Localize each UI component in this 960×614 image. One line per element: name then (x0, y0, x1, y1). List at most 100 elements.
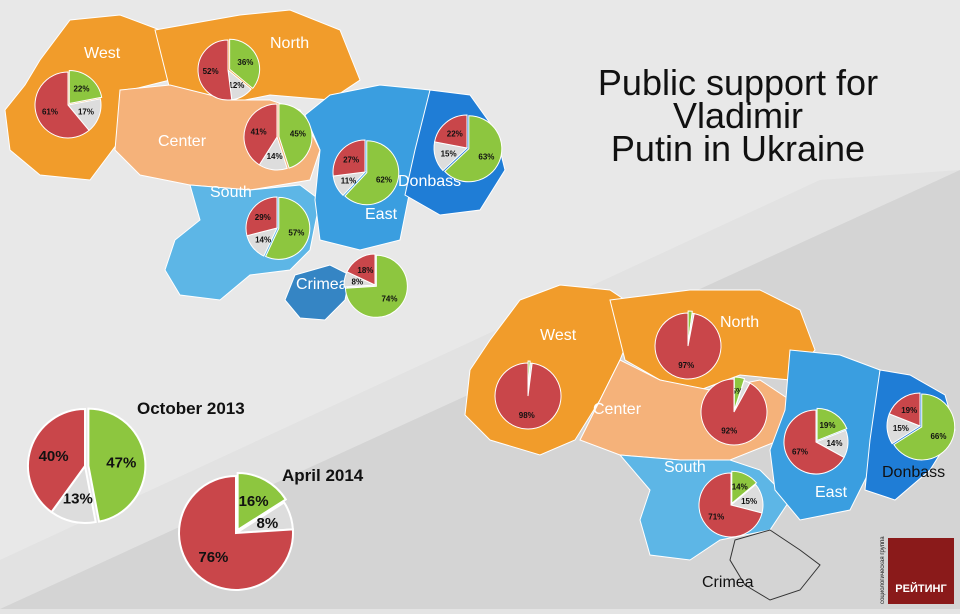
map-label-crimea-2013: Crimea (296, 276, 348, 293)
pie-label-support: 63% (478, 152, 494, 161)
pie-slice-support (87, 407, 147, 523)
pie-label-support: 47% (106, 455, 136, 472)
pie-label-undecided: 14% (255, 236, 271, 245)
pie-label-undecided: 15% (441, 149, 457, 158)
pie-label-undecided: 8% (257, 515, 279, 532)
chart-title: Public support for Vladimir Putin in Ukr… (598, 62, 878, 169)
pie-label-undecided: 14% (267, 152, 283, 161)
pie-2013-east: 62% 11% 27% (332, 139, 400, 206)
pie-2014-west: 98% (494, 360, 562, 430)
pie-label-undecided: 15% (741, 497, 757, 506)
pie-slice-support (229, 38, 261, 90)
pie-slice-support (444, 115, 503, 183)
pie-slice-oppose (698, 472, 763, 538)
pie-slice-support (893, 393, 956, 461)
pie-label-undecided: 11% (341, 176, 357, 185)
map-label-north-2014: North (720, 314, 759, 331)
pie-2014-donbass: 66% 15% 19% (886, 392, 956, 461)
pie-2013-center: 45% 14% 41% (243, 103, 313, 171)
pie-label-oppose: 22% (447, 129, 463, 138)
pie-label-support: 66% (930, 432, 946, 441)
map-label-west-2013: West (84, 45, 121, 62)
pie-slice-oppose (433, 114, 468, 149)
pie-label-oppose: 27% (343, 156, 359, 165)
pie-label-undecided: 15% (893, 424, 909, 433)
pie-label-undecided: 12% (228, 81, 244, 90)
pie-slice-support (68, 69, 103, 105)
pie-label-oppose: 67% (792, 447, 808, 456)
pie-label-oppose: 29% (255, 213, 271, 222)
pie-label-oppose: 40% (39, 448, 69, 465)
map-label-donbass-2014: Donbass (882, 464, 945, 481)
pie-2013-south: 57% 14% 29% (245, 196, 311, 260)
pie-label-support: 36% (237, 58, 253, 67)
pie-slice-support (278, 103, 313, 169)
pie-slice-oppose (197, 39, 233, 101)
pie-slice-oppose (34, 71, 90, 139)
map-label-donbass-2013: Donbass (398, 173, 461, 190)
pie-label-undecided: 13% (63, 490, 93, 507)
pie-label-oppose: 52% (203, 67, 219, 76)
pie-slice-oppose (494, 362, 562, 430)
pie-slice-support (344, 140, 400, 206)
pie-label-oppose: 61% (42, 108, 58, 117)
pie-slice-support (236, 472, 288, 532)
pie-slice-oppose (178, 474, 294, 591)
pie-slice-oppose (332, 139, 366, 177)
pie-label-undecided: 17% (78, 108, 94, 117)
pie-2013-crimea: 74% 8% 18% (343, 253, 408, 318)
pie-2013-donbass: 63% 15% 22% (433, 114, 503, 183)
map-label-south-2014: South (664, 459, 706, 476)
pie-label-support: 57% (288, 228, 304, 237)
pie-2014-south: 14% 15% 71% (698, 470, 764, 538)
map-label-north-2013: North (270, 35, 309, 52)
pie-label-support: 45% (290, 130, 306, 139)
map-label-east-2014: East (815, 484, 848, 501)
pie-label-oppose: 98% (519, 411, 535, 420)
map-label-south-2013: South (210, 184, 252, 201)
pie-label-oppose: 19% (901, 406, 917, 415)
pie-2013-west: 22% 17% 61% (34, 69, 103, 139)
pie-label-undecided: 14% (826, 439, 842, 448)
title-line-2: Vladimir (673, 95, 803, 136)
pie-slice-oppose (888, 392, 921, 427)
region-crimea-2014 (729, 529, 821, 601)
legend-title-apr-2014: April 2014 (282, 466, 364, 485)
logo: РЕЙТИНГ социологическая группа (880, 536, 954, 604)
pie-slice-oppose (245, 196, 278, 237)
pie-2013-national: 47% 13% 40% (27, 407, 147, 524)
pie-label-support: 16% (239, 493, 269, 510)
logo-side-text: социологическая группа (880, 536, 886, 604)
pie-label-support: 14% (732, 483, 748, 492)
pie-2013-north: 36% 12% 52% (197, 38, 261, 101)
pie-label-oppose: 92% (721, 427, 737, 436)
pie-2014-national: 16% 8% 76% (178, 472, 294, 591)
pie-slice-oppose (243, 103, 278, 166)
logo-box (888, 538, 954, 604)
legend-title-oct-2013: October 2013 (137, 399, 245, 418)
pie-label-support: 5% (732, 387, 744, 396)
pie-slice-support (344, 254, 408, 318)
map-label-center-2014: Center (593, 401, 642, 418)
pie-slice-oppose (654, 312, 722, 380)
map-label-west-2014: West (540, 327, 577, 344)
region-crimea-2013 (284, 264, 351, 321)
pie-label-oppose: 18% (357, 266, 373, 275)
pie-slice-oppose (346, 253, 376, 286)
map-label-east-2013: East (365, 206, 398, 223)
pie-label-undecided: 8% (352, 278, 364, 287)
pie-slice-support (731, 470, 758, 505)
pie-slice-oppose (783, 409, 845, 475)
pie-slice-support (816, 407, 848, 442)
pie-charts: 22% 17% 61% 36% 12% 52% 45% 14% 41% 57% 14% 29% 62% 1… (27, 38, 956, 591)
map-label-center-2013: Center (158, 133, 207, 150)
pie-label-oppose: 76% (198, 549, 228, 566)
title-line-1: Public support for (598, 62, 878, 103)
pie-label-support: 19% (819, 421, 835, 430)
pie-label-oppose: 97% (678, 361, 694, 370)
pie-slice-oppose (700, 378, 768, 446)
pie-slice-oppose (27, 407, 86, 514)
pie-2014-center: 5% 92% (700, 376, 768, 446)
